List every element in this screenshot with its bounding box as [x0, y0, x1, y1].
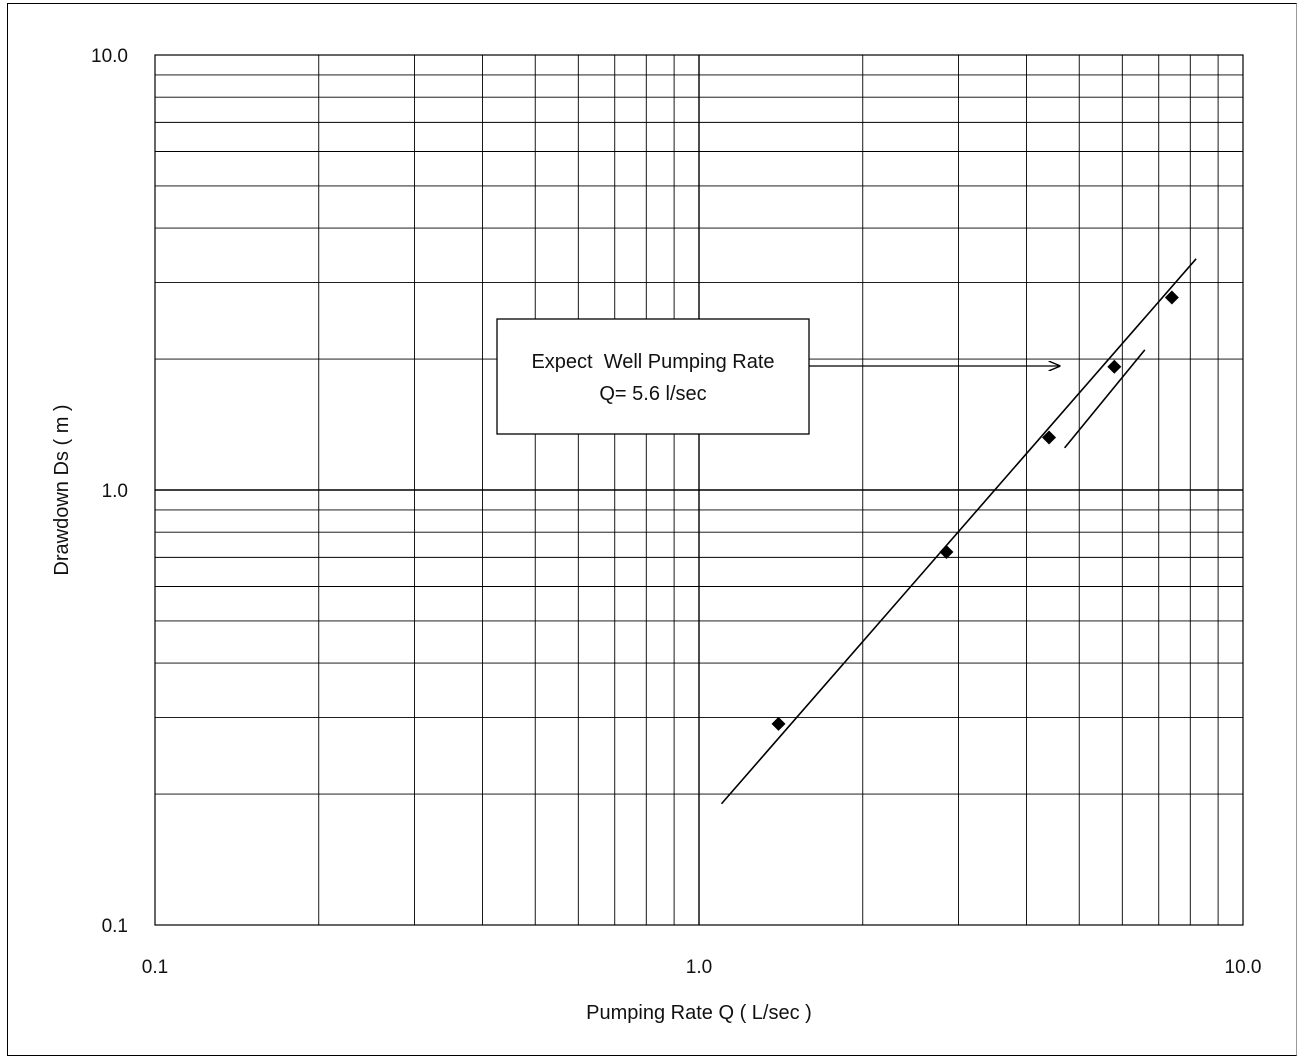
x-axis-label: Pumping Rate Q ( L/sec ) [586, 1002, 812, 1024]
fit-lines [720, 258, 1197, 805]
annotation-line-2: Q= 5.6 l/sec [599, 383, 706, 405]
y-axis-label: Drawdown Ds ( m ) [51, 404, 73, 575]
data-point [939, 545, 954, 560]
tick-labels: 0.1 1.0 10.0 0.1 1.0 10.0 [91, 46, 1261, 978]
figure-frame [7, 3, 1297, 1056]
data-point [1107, 359, 1122, 374]
data-point [771, 716, 786, 731]
chart-grid [155, 55, 1243, 925]
annotation-callout: Expect Well Pumping Rate Q= 5.6 l/sec [496, 318, 1060, 435]
x-tick-label: 10.0 [1225, 957, 1262, 978]
data-points [771, 290, 1179, 731]
annotation-line-1: Expect Well Pumping Rate [531, 351, 774, 373]
data-point [1042, 430, 1057, 445]
x-tick-label: 0.1 [142, 957, 168, 978]
y-tick-label: 1.0 [102, 481, 128, 502]
plot-area-border [154, 54, 1244, 926]
x-tick-label: 1.0 [686, 957, 712, 978]
y-tick-label: 0.1 [102, 916, 128, 937]
fit-line [1064, 349, 1146, 449]
data-point [1164, 290, 1179, 305]
annotation-box [496, 318, 810, 435]
y-tick-label: 10.0 [91, 46, 128, 67]
fit-line [720, 258, 1197, 805]
